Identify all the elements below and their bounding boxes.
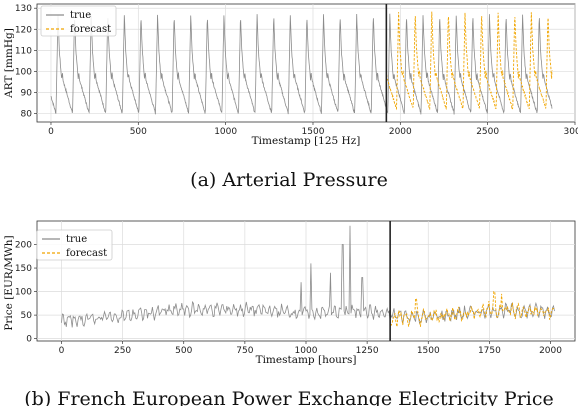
chart-electricity-price: 0 250 500 750 1000 1250 1500 1750 2000 0 50 100 150… — [3, 220, 576, 406]
x-tick-label: 1500 — [417, 346, 440, 356]
caption-b: (b) French European Power Exchange Elect… — [24, 388, 553, 406]
x-tick-label: 500 — [175, 346, 192, 356]
y-tick-label: 150 — [15, 264, 32, 274]
x-tick-label: 0 — [48, 127, 54, 137]
x-tick-label: 1750 — [478, 346, 501, 356]
x-tick-label: 3000 — [564, 127, 578, 137]
legend-label-forecast: forecast — [66, 248, 107, 259]
legend-label-true: true — [66, 234, 87, 245]
legend-label-true: true — [70, 10, 91, 21]
caption-a: (a) Arterial Pressure — [190, 169, 388, 191]
x-tick-label: 2000 — [389, 127, 412, 137]
series-line-forecast — [385, 11, 553, 111]
y-tick-label: 90 — [21, 89, 33, 99]
y-tick-label: 50 — [21, 311, 33, 321]
x-axis-label-b: Timestamp [hours] — [256, 354, 357, 366]
y-tick-label: 100 — [15, 67, 32, 77]
series-line-true — [61, 225, 555, 328]
x-axis-label-a: Timestamp [125 Hz] — [252, 135, 361, 147]
y-tick-label: 130 — [15, 4, 32, 14]
legend-b: true forecast — [36, 229, 113, 261]
y-axis-label-a: ART [mmHg] — [3, 28, 15, 99]
y-tick-label: 100 — [15, 288, 32, 298]
x-tick-label: 1500 — [302, 127, 325, 137]
x-tick-label: 750 — [236, 346, 253, 356]
x-tick-label: 2000 — [539, 346, 562, 356]
x-tick-label: 2500 — [476, 127, 499, 137]
x-tick-label: 500 — [130, 127, 147, 137]
x-tick-label: 0 — [59, 346, 65, 356]
series-line-forecast — [389, 291, 555, 327]
y-axis-label-b: Price [EUR/MWh] — [3, 235, 15, 330]
x-tick-label: 1000 — [295, 346, 318, 356]
x-tick-label: 1250 — [356, 346, 379, 356]
y-tick-label: 110 — [15, 46, 32, 56]
series-line-true — [50, 13, 553, 115]
legend-a: true forecast — [40, 5, 117, 37]
y-tick-label: 120 — [15, 25, 32, 35]
chart-arterial-pressure: 0 500 1000 1500 2000 2500 3000 80 90 100 110 120 13… — [3, 3, 578, 191]
y-tick-label: 0 — [26, 335, 32, 345]
x-tick-label: 1000 — [214, 127, 237, 137]
legend-label-forecast: forecast — [70, 24, 111, 35]
x-tick-label: 250 — [114, 346, 131, 356]
y-tick-label: 80 — [21, 110, 33, 120]
y-tick-label: 200 — [15, 241, 32, 251]
